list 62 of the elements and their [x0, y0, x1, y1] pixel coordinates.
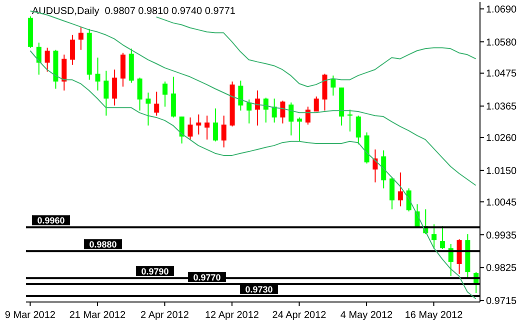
- candlestick: [36, 42, 42, 76]
- candlestick: [288, 102, 294, 136]
- candlestick: [179, 116, 184, 144]
- candlestick: [104, 70, 109, 116]
- y-tick-label: 1.0260: [486, 133, 518, 144]
- ref-line-label: 0.9790: [141, 266, 169, 277]
- candlestick: [381, 150, 386, 189]
- candlestick: [95, 57, 100, 92]
- ref-line-label: 0.9770: [193, 272, 221, 283]
- x-tick-label: 24 Apr 2012: [272, 310, 327, 320]
- candlestick: [162, 81, 168, 108]
- candlestick: [314, 96, 319, 112]
- candlestick: [154, 91, 160, 116]
- candlestick: [305, 106, 310, 126]
- candlestick: [204, 115, 210, 140]
- y-tick-label: 0.9825: [486, 263, 518, 274]
- x-tick-label: 12 Apr 2012: [205, 310, 260, 320]
- candlestick: [246, 99, 252, 124]
- candlestick: [390, 176, 395, 210]
- candlestick: [70, 34, 76, 66]
- x-tick-label: 9 Mar 2012: [4, 310, 56, 320]
- candlestick: [120, 52, 126, 88]
- candlestick: [62, 54, 67, 92]
- x-tick-label: 4 May 2012: [340, 310, 394, 320]
- y-tick-label: 1.0580: [486, 37, 518, 48]
- candlestick: [272, 98, 277, 124]
- candlestick: [44, 47, 50, 72]
- candlestick: [221, 115, 226, 148]
- x-tick-label: 2 Apr 2012: [140, 310, 190, 320]
- candlestick: [196, 114, 202, 135]
- candlestick: [330, 75, 336, 96]
- candlestick: [440, 226, 445, 250]
- candlestick: [263, 97, 268, 124]
- candlestick: [398, 172, 403, 207]
- candlestick: [356, 115, 361, 145]
- candlestick: [432, 224, 437, 250]
- y-tick-label: 1.0475: [486, 68, 518, 80]
- chart-title: AUDUSD,Daily 0.9807 0.9810 0.9740 0.9771: [32, 6, 236, 17]
- candlestick: [170, 76, 176, 118]
- candlestick: [280, 100, 286, 124]
- y-tick-label: 0.9715: [486, 296, 518, 308]
- candlestick: [297, 116, 302, 142]
- candlestick: [78, 26, 84, 50]
- candlestick: [188, 116, 193, 140]
- candlestick: [212, 108, 218, 142]
- y-tick-label: 0.9935: [486, 230, 518, 242]
- candlestick: [238, 80, 244, 112]
- x-tick-label: 16 May 2012: [404, 310, 464, 320]
- candlestick: [255, 90, 260, 126]
- ref-line-label: 0.9880: [89, 240, 117, 250]
- candlestick: [137, 77, 142, 112]
- y-tick-label: 1.0690: [486, 4, 518, 16]
- candlestick: [146, 92, 151, 126]
- x-tick-label: 21 Mar 2012: [69, 310, 126, 320]
- ref-line-label: 0.9960: [37, 216, 65, 226]
- y-tick-label: 1.0150: [486, 166, 518, 177]
- y-tick-label: 1.0365: [486, 102, 518, 113]
- y-tick-label: 1.0045: [486, 197, 518, 208]
- candlestick: [112, 69, 118, 106]
- line-series: [156, 16, 476, 88]
- candlestick: [456, 238, 462, 274]
- ref-line-label: 0.9730: [245, 284, 273, 295]
